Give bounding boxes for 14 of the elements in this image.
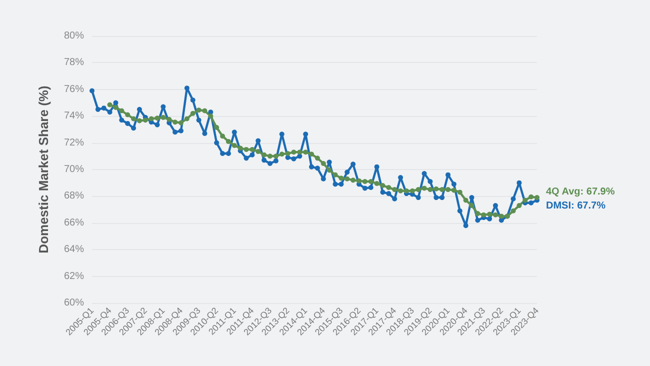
annotation: 4Q Avg: 67.9% [546,186,615,198]
y-tick-label: 74% [64,110,84,122]
y-tick-label: 68% [64,190,84,202]
y-tick-label: 70% [64,164,84,175]
y-tick-label: 64% [64,244,84,256]
y-axis-title: Domestic Market Share (%) [36,86,51,254]
y-tick-label: 72% [64,137,84,148]
y-tick-label: 80% [64,30,84,42]
y-tick-label: 62% [64,270,84,282]
y-tick-label: 76% [64,84,84,95]
y-tick-label: 78% [64,57,84,68]
y-tick-label: 60% [64,298,84,308]
y-tick-label: 66% [64,217,84,228]
annotation: DMSI: 67.7% [546,200,606,212]
